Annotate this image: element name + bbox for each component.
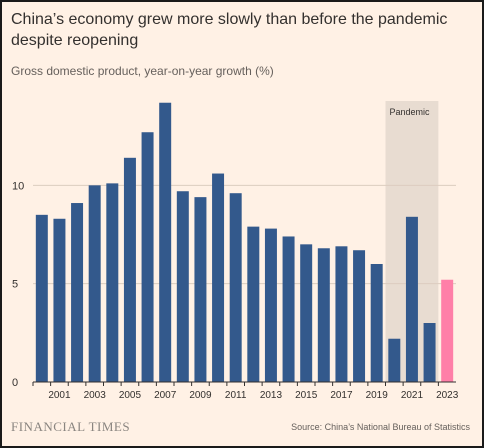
y-tick-labels: 0 5 10 xyxy=(12,180,24,389)
bar-2005 xyxy=(123,157,136,382)
bar-2013 xyxy=(264,228,277,382)
chart-title: China’s economy grew more slowly than be… xyxy=(11,11,448,49)
bars xyxy=(35,102,454,382)
x-tick-label-2001: 2001 xyxy=(48,390,71,401)
x-tick-label-2021: 2021 xyxy=(401,390,424,401)
bar-2004 xyxy=(106,183,119,382)
y-tick-label-10: 10 xyxy=(12,180,24,192)
x-tick-label-2019: 2019 xyxy=(366,390,389,401)
bar-2022 xyxy=(423,323,436,382)
x-tick-label-2023: 2023 xyxy=(436,390,459,401)
bar-2020 xyxy=(388,338,401,382)
bar-2023 xyxy=(441,279,454,382)
x-tick-label-2017: 2017 xyxy=(330,390,353,401)
bar-2014 xyxy=(282,236,295,382)
x-tick-label-2003: 2003 xyxy=(84,390,107,401)
bar-2006 xyxy=(141,132,154,382)
ft-logo: FINANCIAL TIMES xyxy=(11,419,131,434)
x-axis xyxy=(32,381,456,386)
bar-2008 xyxy=(176,191,189,382)
bar-2001 xyxy=(53,218,66,382)
source-note: Source: China’s National Bureau of Stati… xyxy=(291,422,470,432)
bar-2000 xyxy=(35,214,48,382)
bar-2021 xyxy=(405,216,418,382)
x-tick-label-2009: 2009 xyxy=(189,390,212,401)
bar-2016 xyxy=(317,248,330,382)
x-tick-label-2015: 2015 xyxy=(295,390,318,401)
bar-2007 xyxy=(159,102,172,382)
bar-2003 xyxy=(88,185,101,382)
x-tick-label-2011: 2011 xyxy=(225,390,247,401)
x-tick-label-2005: 2005 xyxy=(119,390,142,401)
pandemic-label: Pandemic xyxy=(390,107,431,117)
bar-2010 xyxy=(212,173,225,382)
bar-2012 xyxy=(247,226,260,382)
x-tick-labels: 2001 2003 2005 2007 2009 2011 2013 2015 2017 2019… xyxy=(48,390,458,401)
bar-2015 xyxy=(300,244,313,382)
bar-2002 xyxy=(71,203,84,382)
chart-subtitle: Gross domestic product, year-on-year gro… xyxy=(11,64,274,78)
x-tick-label-2013: 2013 xyxy=(260,390,283,401)
y-tick-label-0: 0 xyxy=(12,377,18,389)
gridlines xyxy=(33,184,456,285)
x-tick-label-2007: 2007 xyxy=(154,390,177,401)
bar-2018 xyxy=(353,250,366,382)
bar-2011 xyxy=(229,193,242,382)
bar-2009 xyxy=(194,197,207,382)
bar-2017 xyxy=(335,246,348,382)
y-tick-label-5: 5 xyxy=(12,279,18,291)
bar-2019 xyxy=(370,264,383,382)
